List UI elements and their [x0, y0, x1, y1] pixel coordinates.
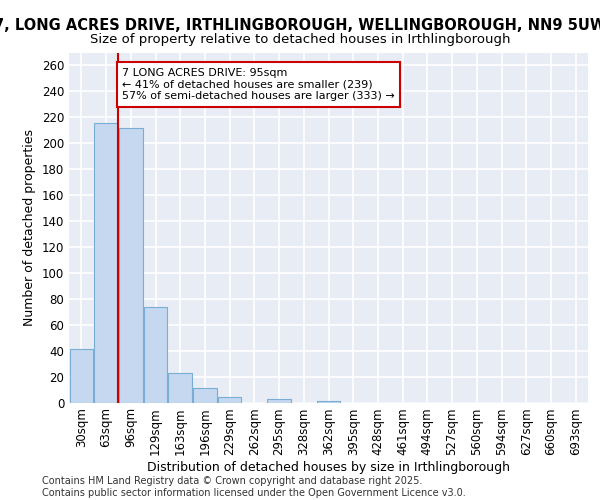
Text: 7, LONG ACRES DRIVE, IRTHLINGBOROUGH, WELLINGBOROUGH, NN9 5UW: 7, LONG ACRES DRIVE, IRTHLINGBOROUGH, WE… — [0, 18, 600, 32]
Text: 7 LONG ACRES DRIVE: 95sqm
← 41% of detached houses are smaller (239)
57% of semi: 7 LONG ACRES DRIVE: 95sqm ← 41% of detac… — [122, 68, 395, 102]
Bar — [268, 398, 291, 402]
Bar — [169, 372, 192, 402]
Text: Size of property relative to detached houses in Irthlingborough: Size of property relative to detached ho… — [90, 32, 510, 46]
Text: Contains HM Land Registry data © Crown copyright and database right 2025.
Contai: Contains HM Land Registry data © Crown c… — [42, 476, 466, 498]
Bar — [70, 350, 93, 403]
Bar — [317, 401, 340, 402]
X-axis label: Distribution of detached houses by size in Irthlingborough: Distribution of detached houses by size … — [147, 460, 510, 473]
Bar — [119, 128, 143, 402]
Bar — [94, 122, 118, 402]
Bar — [193, 388, 217, 402]
Y-axis label: Number of detached properties: Number of detached properties — [23, 129, 36, 326]
Bar — [144, 306, 167, 402]
Bar — [218, 398, 241, 402]
